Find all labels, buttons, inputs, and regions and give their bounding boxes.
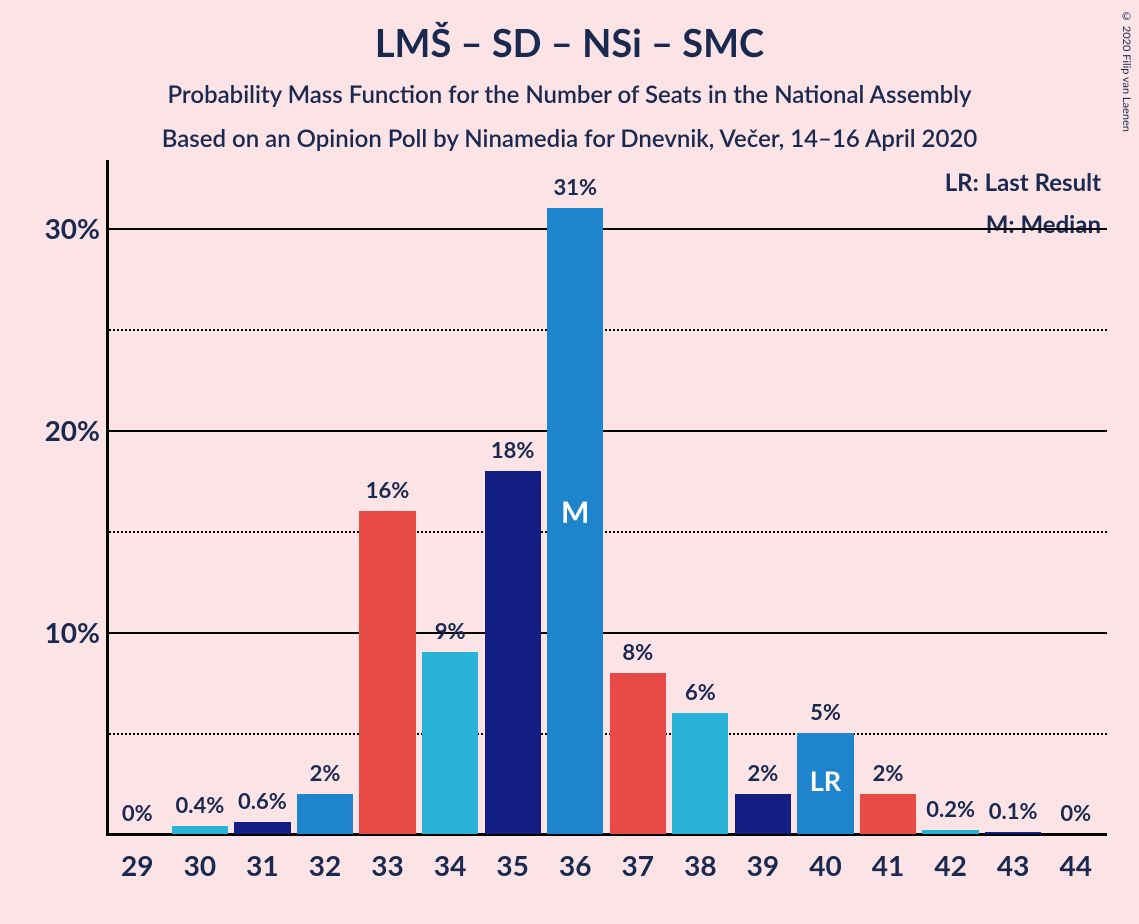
bar-value-label: 0.2% (926, 795, 975, 822)
bar-value-label: 9% (435, 617, 466, 644)
bar-value-label: 0.1% (989, 797, 1038, 824)
grid-minor (106, 733, 1107, 735)
bar-value-label: 0.4% (175, 791, 224, 818)
x-tick-label: 41 (872, 848, 904, 882)
y-tick-label: 20% (8, 413, 100, 447)
bar-overlay-label: M (561, 494, 589, 530)
x-tick-label: 31 (246, 848, 278, 882)
bar (297, 794, 353, 834)
y-tick-label: 10% (8, 615, 100, 649)
bar-overlay-label: LR (810, 764, 841, 797)
chart-title: LMŠ – SD – NSi – SMC (0, 20, 1139, 66)
bar-value-label: 2% (873, 759, 904, 786)
grid-minor (106, 329, 1107, 331)
x-tick-label: 30 (184, 848, 216, 882)
copyright-text: © 2020 Filip van Laenen (1120, 10, 1133, 132)
grid-major (106, 430, 1107, 432)
x-tick-label: 40 (809, 848, 841, 882)
x-tick-label: 32 (309, 848, 341, 882)
x-tick-label: 37 (622, 848, 654, 882)
x-tick-label: 44 (1059, 848, 1091, 882)
bar-value-label: 18% (491, 436, 535, 463)
grid-major (106, 228, 1107, 230)
bar (672, 713, 728, 834)
bar-value-label: 2% (310, 759, 341, 786)
bar (234, 822, 290, 834)
bar (359, 511, 415, 834)
bar (485, 471, 541, 834)
bar (422, 652, 478, 834)
x-tick-label: 43 (997, 848, 1029, 882)
x-tick-label: 34 (434, 848, 466, 882)
x-tick-label: 38 (684, 848, 716, 882)
x-tick-label: 35 (496, 848, 528, 882)
bar (860, 794, 916, 834)
bar (985, 832, 1041, 834)
bar (172, 826, 228, 834)
bar-value-label: 0% (122, 799, 153, 826)
bar-value-label: 31% (553, 173, 597, 200)
bar-value-label: 5% (810, 698, 841, 725)
plot-area: 0%0.4%0.6%2%16%9%18%31%M8%6%2%5%LR2%0.2%… (106, 178, 1107, 834)
x-tick-label: 29 (121, 848, 153, 882)
bar (735, 794, 791, 834)
bar (922, 830, 978, 834)
grid-major (106, 632, 1107, 634)
x-tick-label: 42 (934, 848, 966, 882)
bar-value-label: 2% (748, 759, 779, 786)
x-tick-label: 39 (747, 848, 779, 882)
chart-canvas: LMŠ – SD – NSi – SMC Probability Mass Fu… (0, 0, 1139, 924)
y-tick-label: 30% (8, 211, 100, 245)
grid-minor (106, 531, 1107, 533)
chart-subtitle-2: Based on an Opinion Poll by Ninamedia fo… (0, 124, 1139, 153)
x-tick-label: 36 (559, 848, 591, 882)
chart-subtitle-1: Probability Mass Function for the Number… (0, 80, 1139, 109)
bar-value-label: 6% (685, 678, 716, 705)
y-axis-line (106, 160, 109, 834)
bar (610, 673, 666, 834)
bar-value-label: 0.6% (238, 787, 287, 814)
x-tick-label: 33 (371, 848, 403, 882)
bar-value-label: 16% (366, 476, 410, 503)
bar-value-label: 8% (622, 638, 653, 665)
bar-value-label: 0% (1060, 799, 1091, 826)
